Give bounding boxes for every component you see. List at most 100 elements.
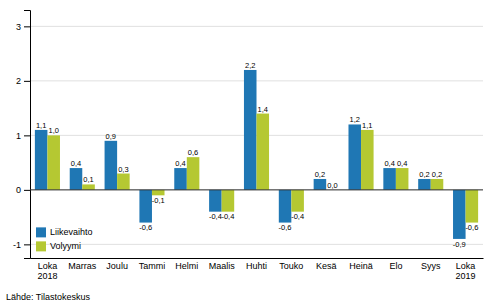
bar <box>418 179 431 190</box>
data-label: 1,0 <box>48 126 58 135</box>
bar <box>314 179 327 190</box>
x-tick-group: Kesä <box>316 258 337 271</box>
x-tick-label: Marras <box>68 261 97 271</box>
bar <box>348 124 361 189</box>
x-axis: Loka2018 Marras Joulu Tammi Helmi Maalis Huhti… <box>31 258 484 281</box>
x-tick-label: Heinä <box>349 261 373 271</box>
y-tick <box>24 81 30 82</box>
bar <box>466 190 479 223</box>
x-tick-group: Joulu <box>106 258 128 271</box>
bar <box>361 130 374 190</box>
bars <box>35 70 478 239</box>
x-tick-label: Joulu <box>106 261 128 271</box>
y-tick <box>24 190 30 191</box>
data-label: -0,4 <box>291 212 304 221</box>
y-tick <box>24 26 30 27</box>
x-tick-group: Loka2018 <box>37 258 57 281</box>
grid-line <box>30 26 483 27</box>
data-label: -0,6 <box>139 223 152 232</box>
data-label: 0,9 <box>106 132 116 141</box>
x-tick-group: Touko <box>279 258 303 271</box>
x-axis-line <box>31 258 484 259</box>
grid-line <box>30 244 483 245</box>
data-label: -0,4 <box>221 212 234 221</box>
bar <box>47 135 60 190</box>
bar <box>82 184 95 189</box>
x-tick-label: Helmi <box>175 261 198 271</box>
y-tick-label: 2 <box>16 76 21 86</box>
bar <box>453 190 466 239</box>
legend: Liikevaihto Volyymi <box>36 227 93 252</box>
data-label: 2,2 <box>245 61 255 70</box>
data-label: 0,6 <box>188 148 198 157</box>
x-tick-group: Elo <box>389 258 402 271</box>
bar-series <box>35 70 466 239</box>
bar <box>209 190 222 212</box>
data-label: 0,3 <box>118 165 128 174</box>
y-tick <box>24 135 30 136</box>
x-tick-label: Syys <box>421 261 441 271</box>
grid <box>30 26 483 244</box>
x-tick-label: Loka2019 <box>456 261 476 281</box>
data-label: 0,0 <box>327 181 337 190</box>
x-tick-label: Elo <box>389 261 402 271</box>
zero-line <box>30 189 483 190</box>
x-tick-group: Helmi <box>175 258 198 271</box>
y-tick-group: -1 <box>13 240 30 250</box>
data-label: 1,1 <box>36 121 46 130</box>
x-tick-label: Huhti <box>246 261 267 271</box>
grid-line <box>30 189 483 190</box>
y-tick-label: 1 <box>16 131 21 141</box>
bar <box>117 174 130 190</box>
bar <box>291 190 304 212</box>
data-label: 0,4 <box>397 159 407 168</box>
x-tick-group: Loka2019 <box>456 258 476 281</box>
bar <box>152 190 165 195</box>
legend-swatch <box>36 241 46 251</box>
bar <box>383 168 396 190</box>
bar <box>257 114 270 190</box>
bar <box>35 130 48 190</box>
bar <box>222 190 235 212</box>
y-tick <box>24 244 30 245</box>
y-tick-group: 0 <box>16 185 30 195</box>
data-label: 1,4 <box>258 105 268 114</box>
bar <box>396 168 409 190</box>
data-label: 0,4 <box>71 159 81 168</box>
x-tick-group: Syys <box>421 258 441 271</box>
data-labels: 1,10,40,9-0,60,4-0,42,2-0,60,21,20,40,2-… <box>36 61 478 249</box>
data-label: -0,9 <box>453 240 466 249</box>
data-label: -0,4 <box>209 212 222 221</box>
legend-label: Volyymi <box>50 241 81 251</box>
data-label: 0,2 <box>432 170 442 179</box>
y-tick-label: -1 <box>13 240 21 250</box>
y-tick-label: 0 <box>16 185 21 195</box>
y-axis: -1 0 1 2 3 <box>13 11 31 259</box>
data-label: -0,1 <box>152 196 165 205</box>
y-tick-group: 2 <box>16 76 30 86</box>
y-tick-label: 3 <box>16 22 21 32</box>
x-tick-label: Loka2018 <box>37 261 57 281</box>
x-tick-group: Maalis <box>209 258 236 271</box>
x-tick-group: Huhti <box>246 258 267 271</box>
data-label: -0,6 <box>279 223 292 232</box>
x-tick-label: Tammi <box>139 261 166 271</box>
bar <box>279 190 292 223</box>
legend-label: Liikevaihto <box>50 227 93 237</box>
bar <box>174 168 187 190</box>
bar <box>244 70 257 190</box>
bar <box>70 168 83 190</box>
x-tick-label: Maalis <box>209 261 236 271</box>
y-tick-group: 3 <box>16 22 30 32</box>
data-label: 0,4 <box>384 159 394 168</box>
y-axis-line <box>24 11 31 259</box>
x-tick-label: Kesä <box>316 261 337 271</box>
bar <box>431 179 444 190</box>
legend-item: Volyymi <box>36 241 81 252</box>
legend-item: Liikevaihto <box>36 227 93 238</box>
y-tick-group: 1 <box>16 131 30 141</box>
data-label: -0,6 <box>465 223 478 232</box>
data-label: 1,2 <box>350 115 360 124</box>
x-tick-group: Tammi <box>139 258 166 271</box>
plot-area: -1 0 1 2 3 Loka2018 Marras Joulu Tammi Helmi Maali… <box>13 11 484 282</box>
